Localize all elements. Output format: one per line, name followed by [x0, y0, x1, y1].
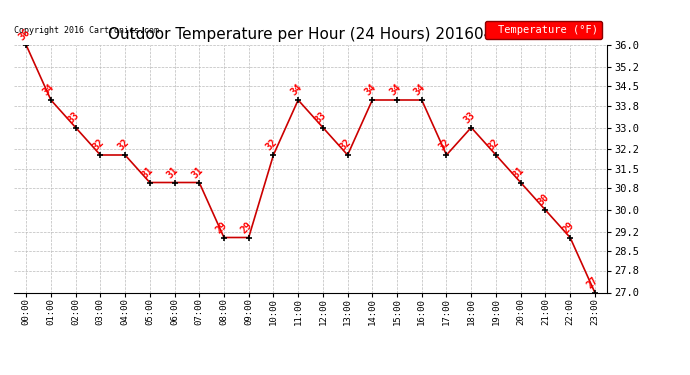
Text: 31: 31 [190, 165, 205, 180]
Text: 31: 31 [511, 165, 526, 180]
Text: 31: 31 [165, 165, 180, 180]
Text: 34: 34 [412, 82, 427, 98]
Text: 34: 34 [362, 82, 378, 98]
Text: 34: 34 [288, 82, 304, 98]
Text: 30: 30 [535, 192, 551, 208]
Title: Outdoor Temperature per Hour (24 Hours) 20160402: Outdoor Temperature per Hour (24 Hours) … [108, 27, 513, 42]
Legend: Temperature (°F): Temperature (°F) [485, 21, 602, 39]
Text: 32: 32 [90, 138, 106, 153]
Text: 32: 32 [437, 138, 452, 153]
Text: 29: 29 [239, 220, 255, 236]
Text: 36: 36 [17, 27, 32, 43]
Text: 29: 29 [214, 220, 230, 236]
Text: 33: 33 [462, 110, 477, 125]
Text: 27: 27 [585, 275, 600, 290]
Text: Copyright 2016 Cartronics.com: Copyright 2016 Cartronics.com [14, 26, 159, 35]
Text: 31: 31 [140, 165, 155, 180]
Text: 33: 33 [313, 110, 328, 125]
Text: 32: 32 [486, 138, 502, 153]
Text: 29: 29 [560, 220, 575, 236]
Text: 32: 32 [338, 138, 353, 153]
Text: 34: 34 [387, 82, 403, 98]
Text: 33: 33 [66, 110, 81, 125]
Text: 32: 32 [115, 138, 130, 153]
Text: 32: 32 [264, 138, 279, 153]
Text: 34: 34 [41, 82, 57, 98]
